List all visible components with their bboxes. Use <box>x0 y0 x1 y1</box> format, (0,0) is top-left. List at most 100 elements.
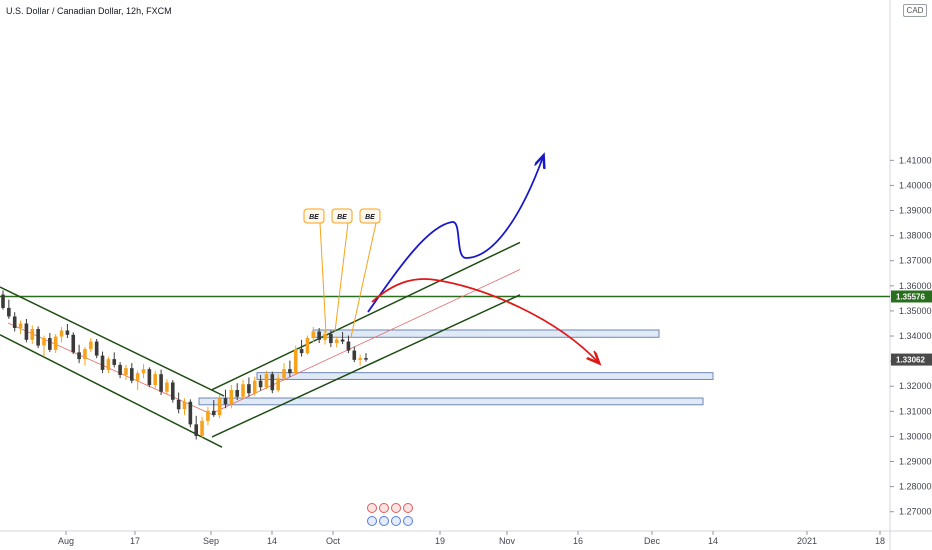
candle <box>77 352 81 360</box>
event-marker-icon <box>367 503 377 513</box>
descending-channel-lower <box>0 334 223 448</box>
candle <box>130 368 134 381</box>
candle <box>42 338 46 346</box>
support-zone <box>256 372 714 380</box>
be-callout <box>359 208 381 224</box>
candle <box>282 369 286 379</box>
event-marker-icon <box>391 503 401 513</box>
y-tick-label: 1.29000 <box>899 457 932 467</box>
bullish-scenario-arrow <box>367 157 543 313</box>
x-tick-label: Sep <box>203 536 219 546</box>
candle <box>340 339 345 342</box>
candle <box>299 349 304 354</box>
x-tick-label: 17 <box>130 536 140 546</box>
event-marker-icon <box>403 516 413 526</box>
candle <box>323 334 327 340</box>
candle <box>293 349 298 374</box>
currency-button[interactable]: CAD <box>903 4 927 17</box>
x-tick-label: 19 <box>435 536 445 546</box>
candle <box>329 334 333 344</box>
callout-pointer <box>319 222 327 334</box>
candle <box>241 384 245 397</box>
price-tag <box>891 290 932 303</box>
candle <box>159 374 163 392</box>
event-marker-icon <box>367 516 377 526</box>
candle <box>276 378 280 391</box>
support-zone <box>198 397 704 406</box>
candle <box>65 330 70 335</box>
candle <box>364 358 368 360</box>
candle <box>36 328 40 346</box>
candle <box>352 350 357 360</box>
y-tick-label: 1.31000 <box>899 406 932 416</box>
candle <box>18 323 23 328</box>
x-tick-label: Dec <box>644 536 661 546</box>
be-callout <box>303 208 325 224</box>
candle <box>153 374 158 385</box>
ascending-channel-midline <box>211 269 521 414</box>
y-tick-label: 1.32000 <box>899 381 932 391</box>
candle <box>194 424 199 436</box>
candle <box>83 349 87 360</box>
candle <box>147 369 152 385</box>
x-tick-label: 14 <box>267 536 277 546</box>
x-tick-label: 16 <box>573 536 583 546</box>
be-callout <box>331 208 353 224</box>
callout-pointer <box>334 222 349 332</box>
candle <box>252 380 257 394</box>
y-tick-label: 1.36000 <box>899 281 932 291</box>
event-marker-icon <box>403 503 413 513</box>
candle <box>270 374 275 391</box>
candle <box>229 389 234 405</box>
candle <box>305 338 310 354</box>
price-tag-label: 1.35576 <box>896 292 925 301</box>
candle <box>48 338 52 350</box>
callout-pointer <box>350 222 377 338</box>
candle <box>317 331 321 340</box>
candle <box>358 358 362 360</box>
candle <box>217 398 222 416</box>
candle <box>176 399 181 410</box>
candle <box>94 341 99 356</box>
candle <box>288 369 292 374</box>
bearish-scenario-arrow <box>371 278 598 362</box>
candle <box>12 316 17 328</box>
be-label: BE <box>337 214 347 221</box>
y-tick-label: 1.38000 <box>899 231 932 241</box>
symbol-title: U.S. Dollar / Canadian Dollar, 12h, FXCM <box>6 6 172 16</box>
candle <box>206 410 210 421</box>
y-tick-label: 1.39000 <box>899 206 932 216</box>
x-tick-label: Aug <box>58 536 74 546</box>
y-tick-label: 1.41000 <box>899 155 932 165</box>
x-tick-label: 18 <box>875 536 885 546</box>
y-tick-label: 1.27000 <box>899 507 932 517</box>
x-tick-label: Nov <box>499 536 516 546</box>
candle <box>165 382 169 392</box>
candle <box>124 368 128 375</box>
be-label: BE <box>365 214 375 221</box>
candle <box>53 336 58 350</box>
candle <box>30 328 35 340</box>
y-tick-label: 1.30000 <box>899 431 932 441</box>
candle <box>112 359 117 365</box>
candle <box>182 401 187 410</box>
candle <box>200 420 204 436</box>
y-tick-label: 1.37000 <box>899 256 932 266</box>
event-marker-icon <box>379 516 389 526</box>
ascending-channel-lower <box>211 294 521 438</box>
x-tick-label: Oct <box>326 536 341 546</box>
candle <box>141 369 146 374</box>
candle <box>59 330 64 337</box>
candle <box>346 341 351 351</box>
candle <box>188 401 193 425</box>
candle <box>24 323 29 340</box>
candle <box>1 294 5 308</box>
descending-channel-upper <box>0 286 225 397</box>
candle <box>7 307 11 317</box>
y-tick-label: 1.28000 <box>899 482 932 492</box>
candle <box>264 374 269 388</box>
candle <box>106 359 111 370</box>
x-tick-label: 14 <box>708 536 718 546</box>
price-tag-label: 1.33062 <box>896 356 925 365</box>
